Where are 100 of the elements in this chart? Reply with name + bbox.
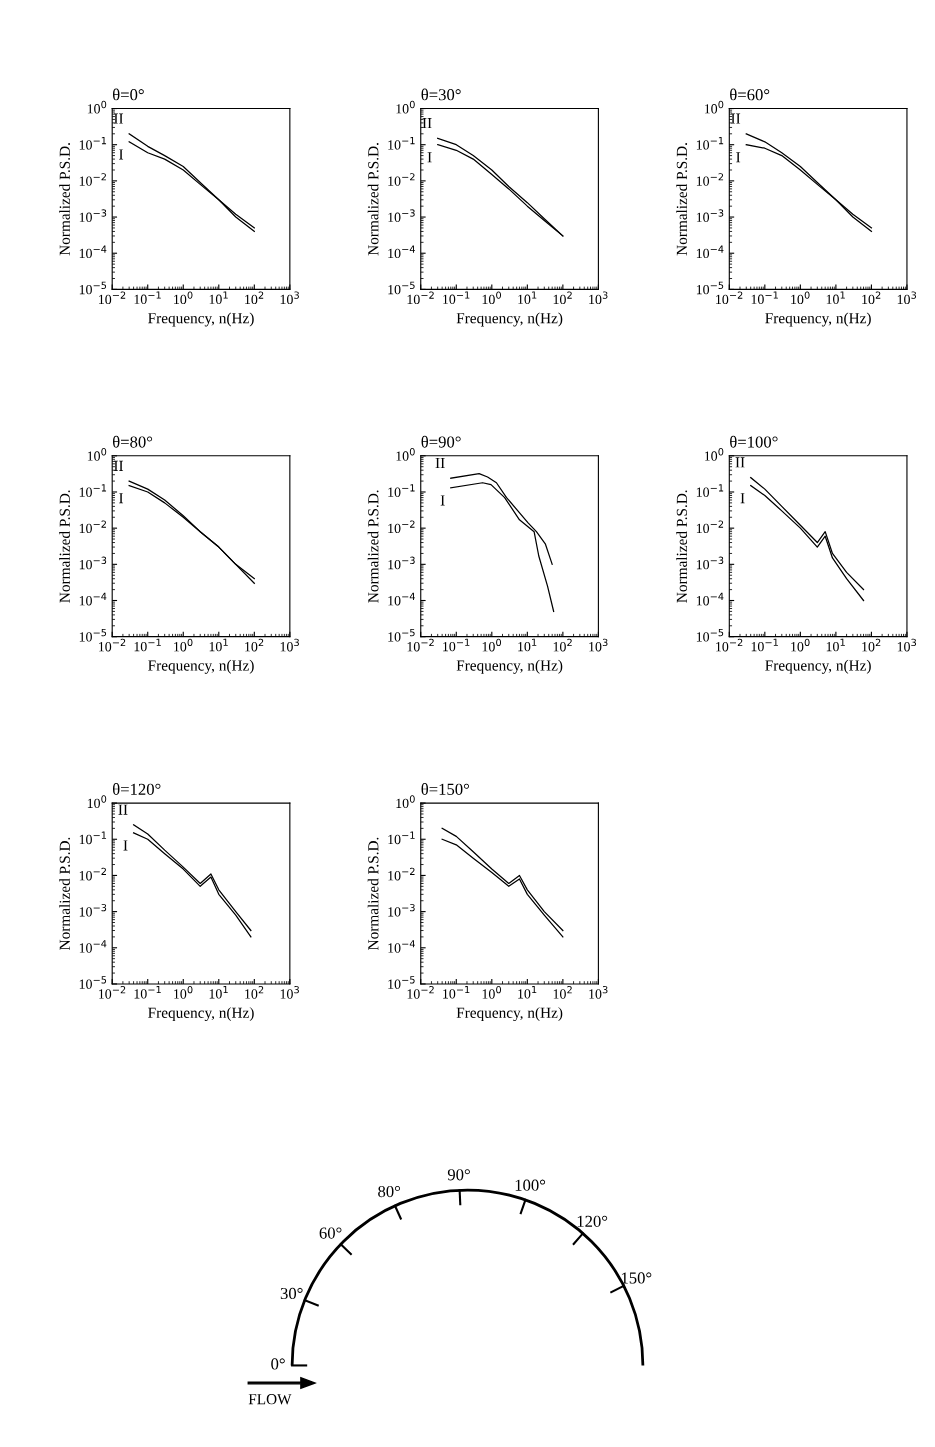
y-tick-label: 10$^{−4}$	[696, 245, 724, 259]
category-label: 0°	[271, 1358, 285, 1370]
series-label: II	[422, 118, 432, 129]
chart-title: θ=90°	[421, 435, 461, 448]
y-tick-label: 10$^{−1}$	[696, 137, 724, 150]
x-tick-label: 10$^{2}$	[862, 638, 881, 652]
y-tick-label: 10$^{0}$	[87, 448, 107, 461]
x-tick-label: 10$^{2}$	[245, 986, 264, 999]
x-tick-label: 10$^{−1}$	[443, 986, 470, 999]
x-tick-label: 10$^{1}$	[209, 291, 228, 304]
x-tick-label: 10$^{0}$	[174, 638, 193, 652]
chart-title: θ=80°	[112, 435, 153, 448]
x-tick-label: 10$^{1}$	[826, 291, 845, 304]
y-tick-label: 10$^{−4}$	[79, 245, 107, 259]
y-tick-label: 10$^{−1}$	[79, 831, 107, 845]
category-label: 80°	[378, 1185, 401, 1198]
x-axis-title: Frequency, n(Hz)	[456, 1007, 563, 1022]
series-label: I	[427, 152, 432, 163]
x-tick-label: 10$^{0}$	[482, 638, 502, 652]
y-tick-label: 10$^{−4}$	[388, 245, 415, 259]
x-tick-label: 10$^{3}$	[589, 986, 608, 999]
y-tick-label: 10$^{−3}$	[696, 209, 724, 222]
y-axis-title: Normalized P.S.D.	[59, 143, 70, 256]
y-tick-label: 10$^{−2}$	[79, 173, 106, 186]
y-tick-label: 10$^{−1}$	[388, 484, 415, 497]
x-tick-label: 10$^{2}$	[553, 638, 572, 652]
y-tick-label: 10$^{−2}$	[388, 173, 415, 186]
x-tick-label: 10$^{0}$	[174, 986, 193, 999]
x-axis-title: Frequency, n(Hz)	[148, 1007, 254, 1022]
y-tick-label: 10$^{0}$	[396, 795, 415, 809]
x-tick-label: 10$^{0}$	[482, 986, 502, 999]
y-tick-label: 10$^{0}$	[87, 795, 107, 809]
category-label: 150°	[621, 1272, 652, 1284]
chart-title: θ=100°	[730, 435, 778, 448]
series-label: II	[118, 804, 128, 815]
series-label: II	[735, 457, 745, 468]
y-tick-label: 10$^{−1}$	[388, 137, 415, 150]
y-tick-label: 10$^{−1}$	[388, 831, 415, 845]
series-label: I	[736, 152, 741, 163]
x-axis-title: Frequency, n(Hz)	[148, 659, 254, 674]
y-tick-label: 10$^{−1}$	[79, 137, 107, 150]
x-tick-label: 10$^{2}$	[553, 986, 572, 999]
x-tick-label: 10$^{−2}$	[407, 986, 434, 999]
x-tick-label: 10$^{1}$	[826, 638, 845, 652]
y-tick-label: 10$^{−2}$	[696, 520, 724, 534]
x-tick-label: 10$^{1}$	[209, 638, 228, 652]
y-tick-label: 10$^{0}$	[396, 448, 415, 461]
x-tick-label: 10$^{3}$	[589, 638, 608, 652]
y-tick-label: 10$^{0}$	[704, 448, 724, 461]
y-tick-label: 10$^{0}$	[704, 100, 724, 114]
series-label: I	[740, 493, 745, 504]
category-label: 100°	[515, 1179, 546, 1191]
y-tick-label: 10$^{−1}$	[696, 484, 724, 497]
y-tick-label: 10$^{0}$	[396, 100, 415, 114]
x-tick-label: 10$^{−1}$	[751, 638, 778, 652]
y-tick-label: 10$^{−2}$	[388, 867, 415, 881]
x-axis-title: Frequency, n(Hz)	[456, 659, 563, 674]
x-tick-label: 10$^{3}$	[897, 291, 917, 305]
category-label: 30°	[280, 1287, 303, 1300]
x-tick-label: 10$^{2}$	[245, 291, 264, 305]
y-tick-label: 10$^{−3}$	[388, 209, 415, 222]
y-tick-label: 10$^{−5}$	[388, 976, 415, 989]
series-label: II	[731, 113, 741, 124]
category-label: 120°	[577, 1215, 608, 1227]
x-tick-label: 10$^{0}$	[174, 291, 193, 305]
x-tick-label: 10$^{1}$	[518, 986, 537, 999]
x-tick-label: 10$^{3}$	[897, 638, 917, 652]
x-tick-label: 10$^{−1}$	[751, 291, 778, 304]
x-tick-label: 10$^{2}$	[862, 291, 881, 305]
y-axis-title: Normalized P.S.D.	[676, 143, 688, 256]
y-axis-title: Normalized P.S.D.	[367, 837, 379, 950]
y-axis-title: Normalized P.S.D.	[59, 490, 70, 603]
x-tick-label: 10$^{3}$	[280, 986, 299, 999]
y-tick-label: 10$^{−4}$	[388, 940, 415, 953]
series-label: II	[435, 458, 445, 469]
x-tick-label: 10$^{−1}$	[134, 638, 161, 652]
y-tick-label: 10$^{−1}$	[79, 484, 107, 497]
category-label: 90°	[447, 1169, 470, 1181]
y-axis-title: Normalized P.S.D.	[367, 490, 379, 603]
y-tick-label: 10$^{−2}$	[696, 173, 724, 186]
x-tick-label: 10$^{0}$	[482, 291, 502, 305]
x-tick-label: 10$^{3}$	[280, 638, 299, 652]
chart-title: θ=150°	[421, 783, 469, 795]
chart-title: θ=60°	[730, 88, 770, 101]
x-tick-label: 10$^{−2}$	[99, 986, 126, 999]
x-tick-label: 10$^{2}$	[553, 291, 572, 305]
chart-title: θ=120°	[112, 783, 161, 795]
x-tick-label: 10$^{0}$	[791, 638, 810, 652]
x-tick-label: 10$^{−1}$	[443, 291, 470, 304]
y-tick-label: 10$^{−3}$	[79, 903, 107, 917]
x-axis-title: Frequency, n(Hz)	[456, 312, 563, 327]
x-tick-label: 10$^{1}$	[209, 986, 228, 999]
y-tick-label: 10$^{−3}$	[696, 556, 724, 570]
x-axis-title: Frequency, n(Hz)	[148, 312, 254, 327]
x-tick-label: 10$^{3}$	[589, 291, 608, 305]
x-tick-label: 10$^{2}$	[245, 638, 264, 652]
y-tick-label: 10$^{−4}$	[79, 592, 107, 606]
text: FLOW	[248, 1394, 292, 1405]
x-tick-label: 10$^{−1}$	[134, 986, 161, 999]
chart-title: θ=0°	[112, 88, 144, 101]
